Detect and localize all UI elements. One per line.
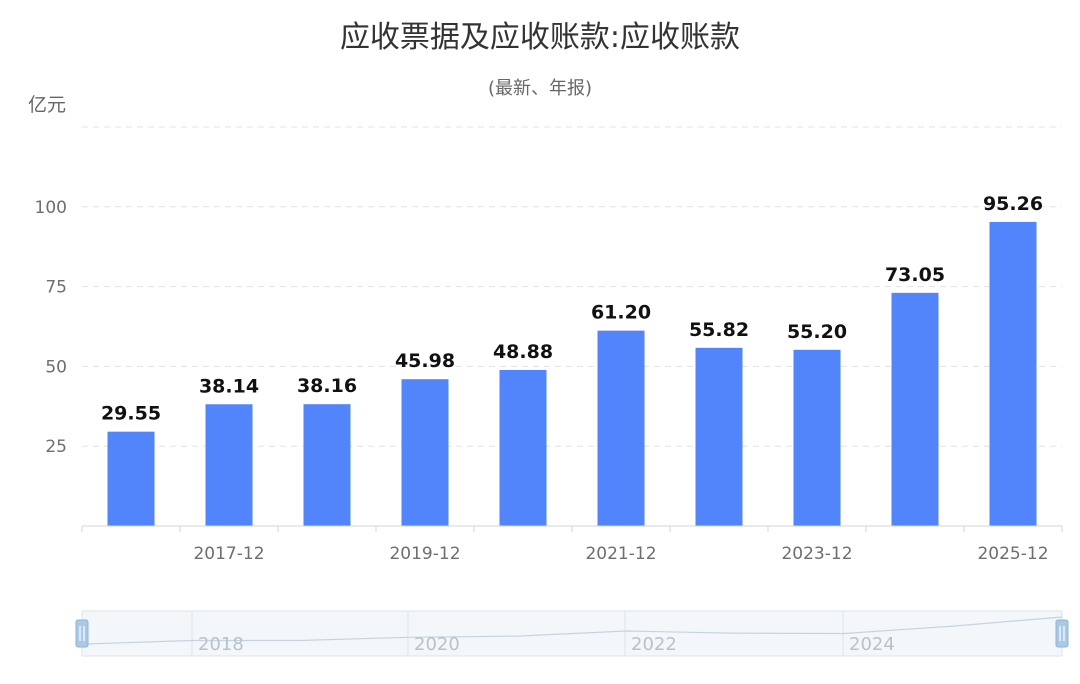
bar <box>401 379 449 526</box>
data-label: 45.98 <box>395 350 455 372</box>
bar <box>989 221 1037 526</box>
zoom-slider-label: 2020 <box>414 634 460 655</box>
chart-title: 应收票据及应收账款:应收账款 <box>339 20 741 55</box>
zoom-slider-label: 2024 <box>849 634 895 655</box>
bar <box>891 292 939 526</box>
bar <box>303 404 351 526</box>
data-label: 55.82 <box>689 319 749 341</box>
zoom-slider-preview-line <box>81 616 1063 645</box>
bar <box>695 347 743 526</box>
y-tick-label: 50 <box>45 357 67 377</box>
bar-series <box>107 221 1037 526</box>
y-axis-unit-label: 亿元 <box>28 94 67 116</box>
data-label: 29.55 <box>101 403 161 425</box>
bar <box>793 349 841 526</box>
data-label: 73.05 <box>885 264 945 286</box>
data-zoom-slider[interactable]: 2018 2020 2022 2024 <box>75 610 1069 657</box>
y-tick-label: 75 <box>45 278 67 298</box>
y-tick-label: 25 <box>45 437 67 457</box>
y-axis-ticks: 25 50 75 100 <box>35 198 67 457</box>
bar <box>205 404 253 526</box>
x-tick-label: 2023-12 <box>781 544 852 564</box>
data-label: 95.26 <box>983 193 1043 215</box>
bar <box>107 431 155 526</box>
chart-subtitle: (最新、年报) <box>487 78 593 99</box>
data-label: 48.88 <box>493 341 553 363</box>
zoom-slider-label: 2022 <box>631 634 677 655</box>
x-tick-label: 2021-12 <box>585 544 656 564</box>
x-axis: 2017-12 2019-12 2021-12 2023-12 2025-12 <box>81 525 1063 564</box>
data-labels: 29.55 38.14 38.16 45.98 48.88 61.20 55.82 55.20… <box>101 193 1043 425</box>
data-label: 38.16 <box>297 375 357 397</box>
data-label: 38.14 <box>199 375 259 397</box>
data-label: 55.20 <box>787 321 847 343</box>
bar <box>597 330 645 526</box>
bar <box>499 369 547 526</box>
zoom-handle-right[interactable] <box>1055 619 1069 648</box>
x-tick-label: 2017-12 <box>193 544 264 564</box>
zoom-slider-label: 2018 <box>198 634 244 655</box>
x-tick-label: 2019-12 <box>389 544 460 564</box>
zoom-handle-left[interactable] <box>75 619 89 648</box>
y-tick-label: 100 <box>35 198 67 218</box>
x-tick-label: 2025-12 <box>977 544 1048 564</box>
data-label: 61.20 <box>591 302 651 324</box>
